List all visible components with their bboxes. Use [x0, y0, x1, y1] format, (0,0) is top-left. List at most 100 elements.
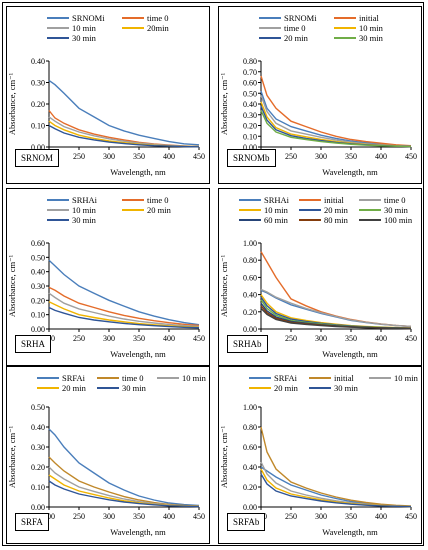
- legend-label: 20 min: [324, 205, 348, 215]
- figure-frame: [2, 2, 424, 546]
- x-axis-label: Wavelength, nm: [110, 167, 166, 177]
- x-tick-label: 450: [193, 152, 205, 161]
- legend-swatch: [47, 219, 69, 221]
- chart-panel-srnomb: 0.000.100.200.300.400.500.600.700.802002…: [218, 6, 422, 184]
- legend-swatch: [334, 17, 356, 19]
- y-tick-label: 0.50: [31, 253, 45, 262]
- legend-swatch: [334, 37, 356, 39]
- y-tick-label: 1.00: [243, 239, 257, 248]
- legend-swatch: [369, 377, 391, 379]
- y-axis-label: Absorbance, cm⁻¹: [7, 254, 17, 317]
- x-tick-label: 250: [285, 334, 297, 343]
- legend-label: 20 min: [274, 383, 298, 393]
- legend-label: 10 min: [359, 23, 383, 33]
- y-axis-label: Absorbance, cm⁻¹: [219, 425, 229, 488]
- x-axis-label: Wavelength, nm: [322, 349, 378, 359]
- legend-label: time 0: [147, 13, 169, 23]
- legend-label: SRHAi: [72, 195, 98, 205]
- chart-svg: 0.000.200.400.600.801.002002503003504004…: [219, 239, 417, 359]
- legend-label: 100 min: [384, 215, 413, 225]
- y-axis-label: Absorbance, cm⁻¹: [219, 254, 229, 317]
- legend-label: 10 min: [182, 373, 206, 383]
- legend-label: time 0: [384, 195, 406, 205]
- y-tick-label: 0.00: [31, 143, 45, 152]
- legend-label: 30 min: [122, 383, 146, 393]
- y-tick-label: 0.30: [31, 443, 45, 452]
- y-tick-label: 0.30: [31, 79, 45, 88]
- x-axis-label: Wavelength, nm: [110, 527, 166, 537]
- legend-swatch: [259, 27, 281, 29]
- chart-svg: 0.00 0.10 0.20 0.30 0.40 0.50 200 250 300 350 400 4…: [7, 403, 205, 537]
- legend-swatch: [359, 209, 381, 211]
- y-axis-label: Absorbance, cm⁻¹: [7, 425, 17, 488]
- x-tick-label: 400: [375, 334, 387, 343]
- panel-label: SRNOMb: [227, 149, 276, 167]
- x-tick-label: 300: [103, 512, 115, 521]
- panel-label: SRFAb: [227, 513, 266, 531]
- panel-label: SRNOM: [15, 149, 60, 167]
- legend-label: 20 min: [284, 33, 308, 43]
- legend: SRFAi time 0 10 min 20 min 30 min: [37, 373, 207, 408]
- y-tick-label: 0.60: [243, 79, 257, 88]
- x-tick-label: 250: [285, 152, 297, 161]
- x-tick-label: 250: [73, 334, 85, 343]
- legend-swatch: [122, 17, 144, 19]
- legend-label: 30 min: [334, 383, 358, 393]
- legend-label: time 0: [122, 373, 144, 383]
- series-line: [48, 292, 200, 328]
- y-tick-label: 0.20: [243, 122, 257, 131]
- x-axis-label: Wavelength, nm: [322, 167, 378, 177]
- y-tick-label: 0.80: [243, 57, 257, 66]
- x-tick-label: 300: [315, 334, 327, 343]
- legend-label: 60 min: [264, 215, 288, 225]
- series-line: [48, 306, 200, 329]
- legend-label: 30 min: [359, 33, 383, 43]
- series-line: [260, 90, 412, 147]
- panel-label: SRFA: [15, 513, 49, 531]
- series-line: [48, 124, 200, 148]
- x-tick-label: 300: [315, 512, 327, 521]
- y-tick-label: 0.50: [31, 403, 45, 412]
- legend-swatch: [309, 377, 331, 379]
- panel-label: SRHA: [15, 335, 52, 353]
- legend-swatch: [259, 17, 281, 19]
- y-tick-label: 0.40: [243, 100, 257, 109]
- x-tick-label: 350: [345, 334, 357, 343]
- y-tick-label: 0.00: [243, 325, 257, 334]
- legend-swatch: [37, 377, 59, 379]
- legend-label: 10 min: [394, 373, 418, 383]
- legend-swatch: [359, 219, 381, 221]
- legend-swatch: [47, 37, 69, 39]
- y-tick-label: 0.50: [243, 89, 257, 98]
- legend-swatch: [37, 387, 59, 389]
- y-tick-label: 0.40: [31, 423, 45, 432]
- legend-swatch: [259, 37, 281, 39]
- y-tick-label: 0.40: [243, 463, 257, 472]
- x-tick-label: 350: [345, 512, 357, 521]
- panel-label: SRHAb: [227, 335, 268, 353]
- y-tick-label: 0.00: [31, 325, 45, 334]
- y-tick-label: 0.10: [31, 311, 45, 320]
- legend: SRFAi initial 10 min 20 min 30 min: [249, 373, 419, 408]
- x-tick-label: 300: [315, 152, 327, 161]
- legend-label: 10 min: [72, 23, 96, 33]
- y-tick-label: 0.20: [31, 296, 45, 305]
- legend-label: 30 min: [384, 205, 408, 215]
- series-line: [260, 473, 412, 508]
- chart-panel-srhab: 0.000.200.400.600.801.002002503003504004…: [218, 188, 422, 366]
- legend-label: initial: [359, 13, 379, 23]
- y-tick-label: 0.60: [243, 273, 257, 282]
- x-tick-label: 200: [43, 512, 55, 521]
- legend-swatch: [122, 27, 144, 29]
- legend-label: SRNOMi: [72, 13, 105, 23]
- x-tick-label: 450: [405, 512, 417, 521]
- legend: SRNOMi initial time 0 10 min 20 min 30 min: [259, 13, 409, 58]
- y-tick-label: 0.10: [31, 483, 45, 492]
- x-tick-label: 250: [73, 512, 85, 521]
- y-tick-label: 0.80: [243, 256, 257, 265]
- y-tick-label: 0.10: [31, 122, 45, 131]
- chart-panel-srha: 0.000.100.200.300.400.500.60200250300350…: [6, 188, 210, 366]
- chart-panel-srfab: 0.000.200.400.600.801.002002503003504004…: [218, 366, 422, 544]
- x-tick-label: 400: [163, 334, 175, 343]
- y-tick-label: 0.40: [31, 57, 45, 66]
